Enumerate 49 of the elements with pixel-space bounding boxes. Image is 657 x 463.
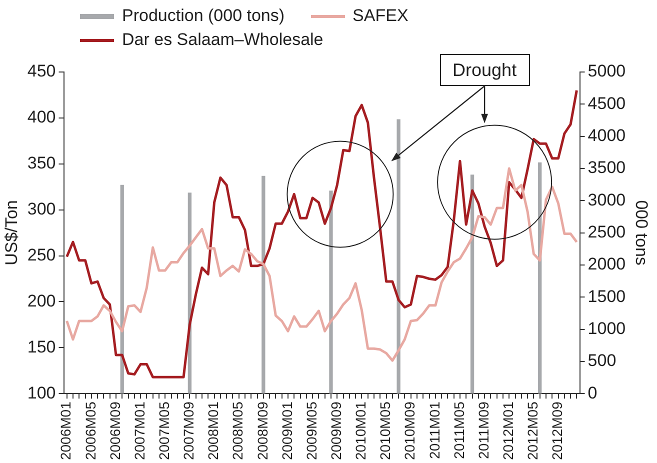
x-tick-label: 2011M05 xyxy=(450,401,467,459)
x-tick-label: 2006M05 xyxy=(82,401,98,460)
x-tick-label: 2008M01 xyxy=(205,401,222,460)
bar xyxy=(329,190,333,394)
x-tick-label: 2012M09 xyxy=(549,401,566,460)
y-tick-label: 300 xyxy=(27,200,56,219)
y2-tick-label: 0 xyxy=(588,383,598,402)
x-tick-label: 2008M05 xyxy=(230,401,246,460)
y-tick-label: 350 xyxy=(27,154,56,173)
y2-tick-label: 3000 xyxy=(588,190,626,210)
x-tick-label: 2012M05 xyxy=(524,401,541,460)
y2-tick-label: 2000 xyxy=(588,254,626,274)
x-tick-label: 2009M05 xyxy=(303,401,320,460)
y-tick-label: 400 xyxy=(27,108,56,127)
x-tick-label: 2006M01 xyxy=(58,401,74,460)
y2-tick-label: 4500 xyxy=(588,94,626,113)
y-tick-label: 200 xyxy=(27,291,56,310)
y2-tick-label: 500 xyxy=(588,351,616,370)
x-tick-label: 2007M09 xyxy=(180,401,197,460)
legend-label: Dar es Salaam–Wholesale xyxy=(122,30,324,50)
y2-axis-title: 000 tons xyxy=(632,200,652,266)
y2-tick-label: 2500 xyxy=(588,222,626,242)
y-tick-label: 250 xyxy=(27,245,56,264)
y2-tick-label: 4000 xyxy=(588,126,626,146)
x-tick-label: 2011M09 xyxy=(475,401,492,459)
x-tick-label: 2010M09 xyxy=(402,401,418,460)
legend-label: SAFEX xyxy=(352,6,408,26)
y-tick-label: 150 xyxy=(27,337,56,356)
annotation: Drought xyxy=(440,54,530,86)
y2-tick-label: 5000 xyxy=(588,62,626,81)
y-tick-label: 450 xyxy=(27,62,56,81)
bar xyxy=(262,176,266,394)
x-tick-label: 2010M05 xyxy=(377,401,394,460)
y-tick-label: 100 xyxy=(27,383,56,402)
legend-label: Production (000 tons) xyxy=(122,6,285,26)
x-tick-label: 2007M01 xyxy=(131,401,148,460)
x-tick-label: 2009M09 xyxy=(328,401,344,460)
y2-tick-label: 1500 xyxy=(588,286,626,306)
x-tick-label: 2006M09 xyxy=(106,401,123,460)
x-tick-label: 2008M09 xyxy=(254,401,270,460)
x-tick-label: 2009M01 xyxy=(278,401,295,460)
y-axis-title: US$/Ton xyxy=(2,200,21,266)
x-tick-label: 2010M01 xyxy=(352,401,369,460)
x-tick-label: 2012M01 xyxy=(500,401,516,460)
y2-tick-label: 1000 xyxy=(588,318,626,338)
y2-tick-label: 3500 xyxy=(588,158,626,178)
x-tick-label: 2007M05 xyxy=(156,401,172,460)
x-tick-label: 2011M01 xyxy=(426,401,442,459)
bar xyxy=(120,184,124,394)
